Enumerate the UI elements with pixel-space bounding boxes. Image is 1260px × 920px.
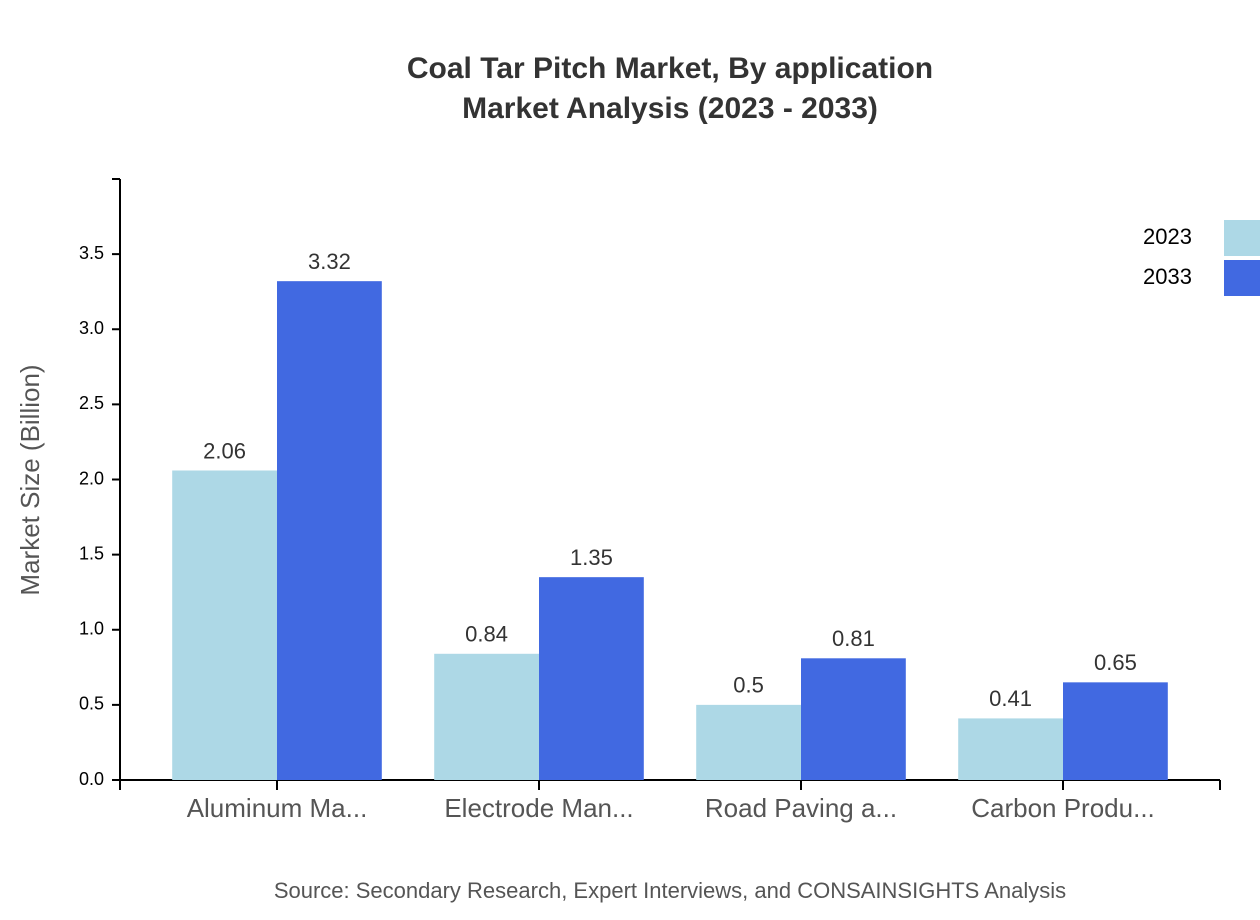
legend-swatch <box>1224 260 1260 296</box>
data-label: 0.65 <box>1094 650 1137 675</box>
y-tick-label: 0.5 <box>79 694 104 714</box>
bar <box>539 577 644 780</box>
data-label: 1.35 <box>570 545 613 570</box>
data-label: 0.41 <box>989 686 1032 711</box>
x-tick-label: Aluminum Ma... <box>187 793 368 823</box>
chart-subtitle: Market Analysis (2023 - 2033) <box>462 92 878 125</box>
y-tick-label: 2.0 <box>79 468 104 488</box>
data-label: 3.32 <box>308 249 351 274</box>
y-tick-label: 3.0 <box>79 318 104 338</box>
bar <box>277 281 382 780</box>
y-tick-label: 3.5 <box>79 243 104 263</box>
x-tick-label: Electrode Man... <box>444 793 633 823</box>
x-tick-label: Carbon Produ... <box>971 793 1155 823</box>
y-tick-label: 1.5 <box>79 543 104 563</box>
data-label: 0.84 <box>465 622 508 647</box>
bar <box>801 658 906 780</box>
bar <box>1063 682 1168 780</box>
chart-title: Coal Tar Pitch Market, By application <box>407 52 933 85</box>
y-tick-label: 2.5 <box>79 393 104 413</box>
y-axis-label: Market Size (Billion) <box>15 364 45 595</box>
y-tick-label: 0.0 <box>79 769 104 789</box>
data-label: 2.06 <box>203 438 246 463</box>
bar <box>172 470 277 780</box>
legend-label: 2033 <box>1143 264 1192 289</box>
x-tick-label: Road Paving a... <box>705 793 897 823</box>
data-label: 0.5 <box>733 673 764 698</box>
y-tick-label: 1.0 <box>79 619 104 639</box>
data-label: 0.81 <box>832 626 875 651</box>
bar <box>958 718 1063 780</box>
legend-label: 2023 <box>1143 224 1192 249</box>
bar <box>434 653 539 780</box>
legend-swatch <box>1224 220 1260 256</box>
bar <box>696 704 801 780</box>
source-note: Source: Secondary Research, Expert Inter… <box>274 878 1066 903</box>
